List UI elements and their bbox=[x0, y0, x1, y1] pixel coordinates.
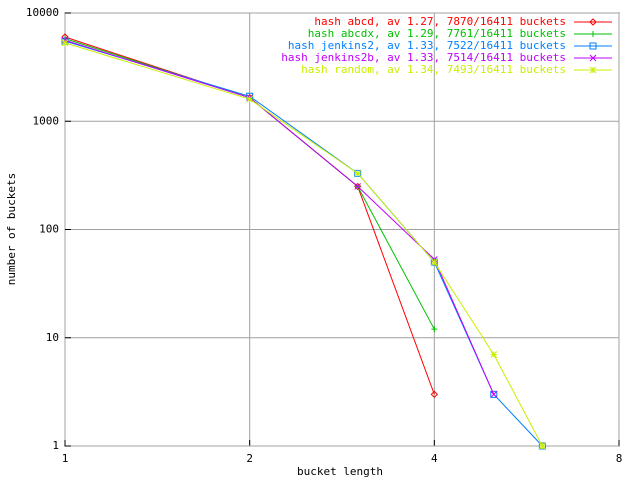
point bbox=[61, 39, 69, 47]
x-axis-label: bucket length bbox=[297, 465, 383, 478]
point bbox=[430, 390, 439, 399]
y-tick-label: 10 bbox=[46, 331, 59, 344]
legend-marker bbox=[590, 31, 596, 37]
point bbox=[490, 390, 498, 398]
series-line bbox=[64, 40, 543, 447]
point bbox=[539, 442, 546, 450]
legend-label: hash random, av 1.34, 7493/16411 buckets bbox=[301, 63, 566, 76]
point bbox=[431, 326, 438, 333]
legend-marker bbox=[589, 18, 597, 26]
x-tick-label: 8 bbox=[616, 452, 623, 465]
y-tick-label: 1000 bbox=[33, 114, 60, 127]
point bbox=[354, 183, 362, 190]
legend-marker bbox=[589, 54, 597, 62]
series-line bbox=[64, 42, 543, 447]
y-tick-label: 100 bbox=[39, 223, 59, 236]
point bbox=[490, 390, 498, 398]
point bbox=[246, 95, 254, 103]
legend-label: hash abcd, av 1.27, 7870/16411 buckets bbox=[314, 15, 566, 28]
legend-label: hash jenkins2b, av 1.33, 7514/16411 buck… bbox=[281, 51, 566, 64]
y-tick-label: 10000 bbox=[26, 6, 59, 19]
series-line bbox=[64, 39, 495, 395]
point bbox=[490, 351, 498, 358]
point bbox=[430, 258, 438, 266]
legend-marker bbox=[589, 66, 597, 74]
point bbox=[246, 92, 254, 100]
x-tick-label: 1 bbox=[62, 452, 69, 465]
x-tick-label: 4 bbox=[431, 452, 438, 465]
y-tick-label: 1 bbox=[52, 439, 59, 452]
point bbox=[354, 170, 362, 177]
y-axis-label: number of buckets bbox=[5, 173, 18, 286]
legend-marker bbox=[589, 42, 597, 50]
legend-label: hash abcdx, av 1.29, 7761/16411 buckets bbox=[308, 27, 566, 40]
legend-label: hash jenkins2, av 1.33, 7522/16411 bucke… bbox=[288, 39, 566, 52]
x-tick-label: 2 bbox=[246, 452, 253, 465]
